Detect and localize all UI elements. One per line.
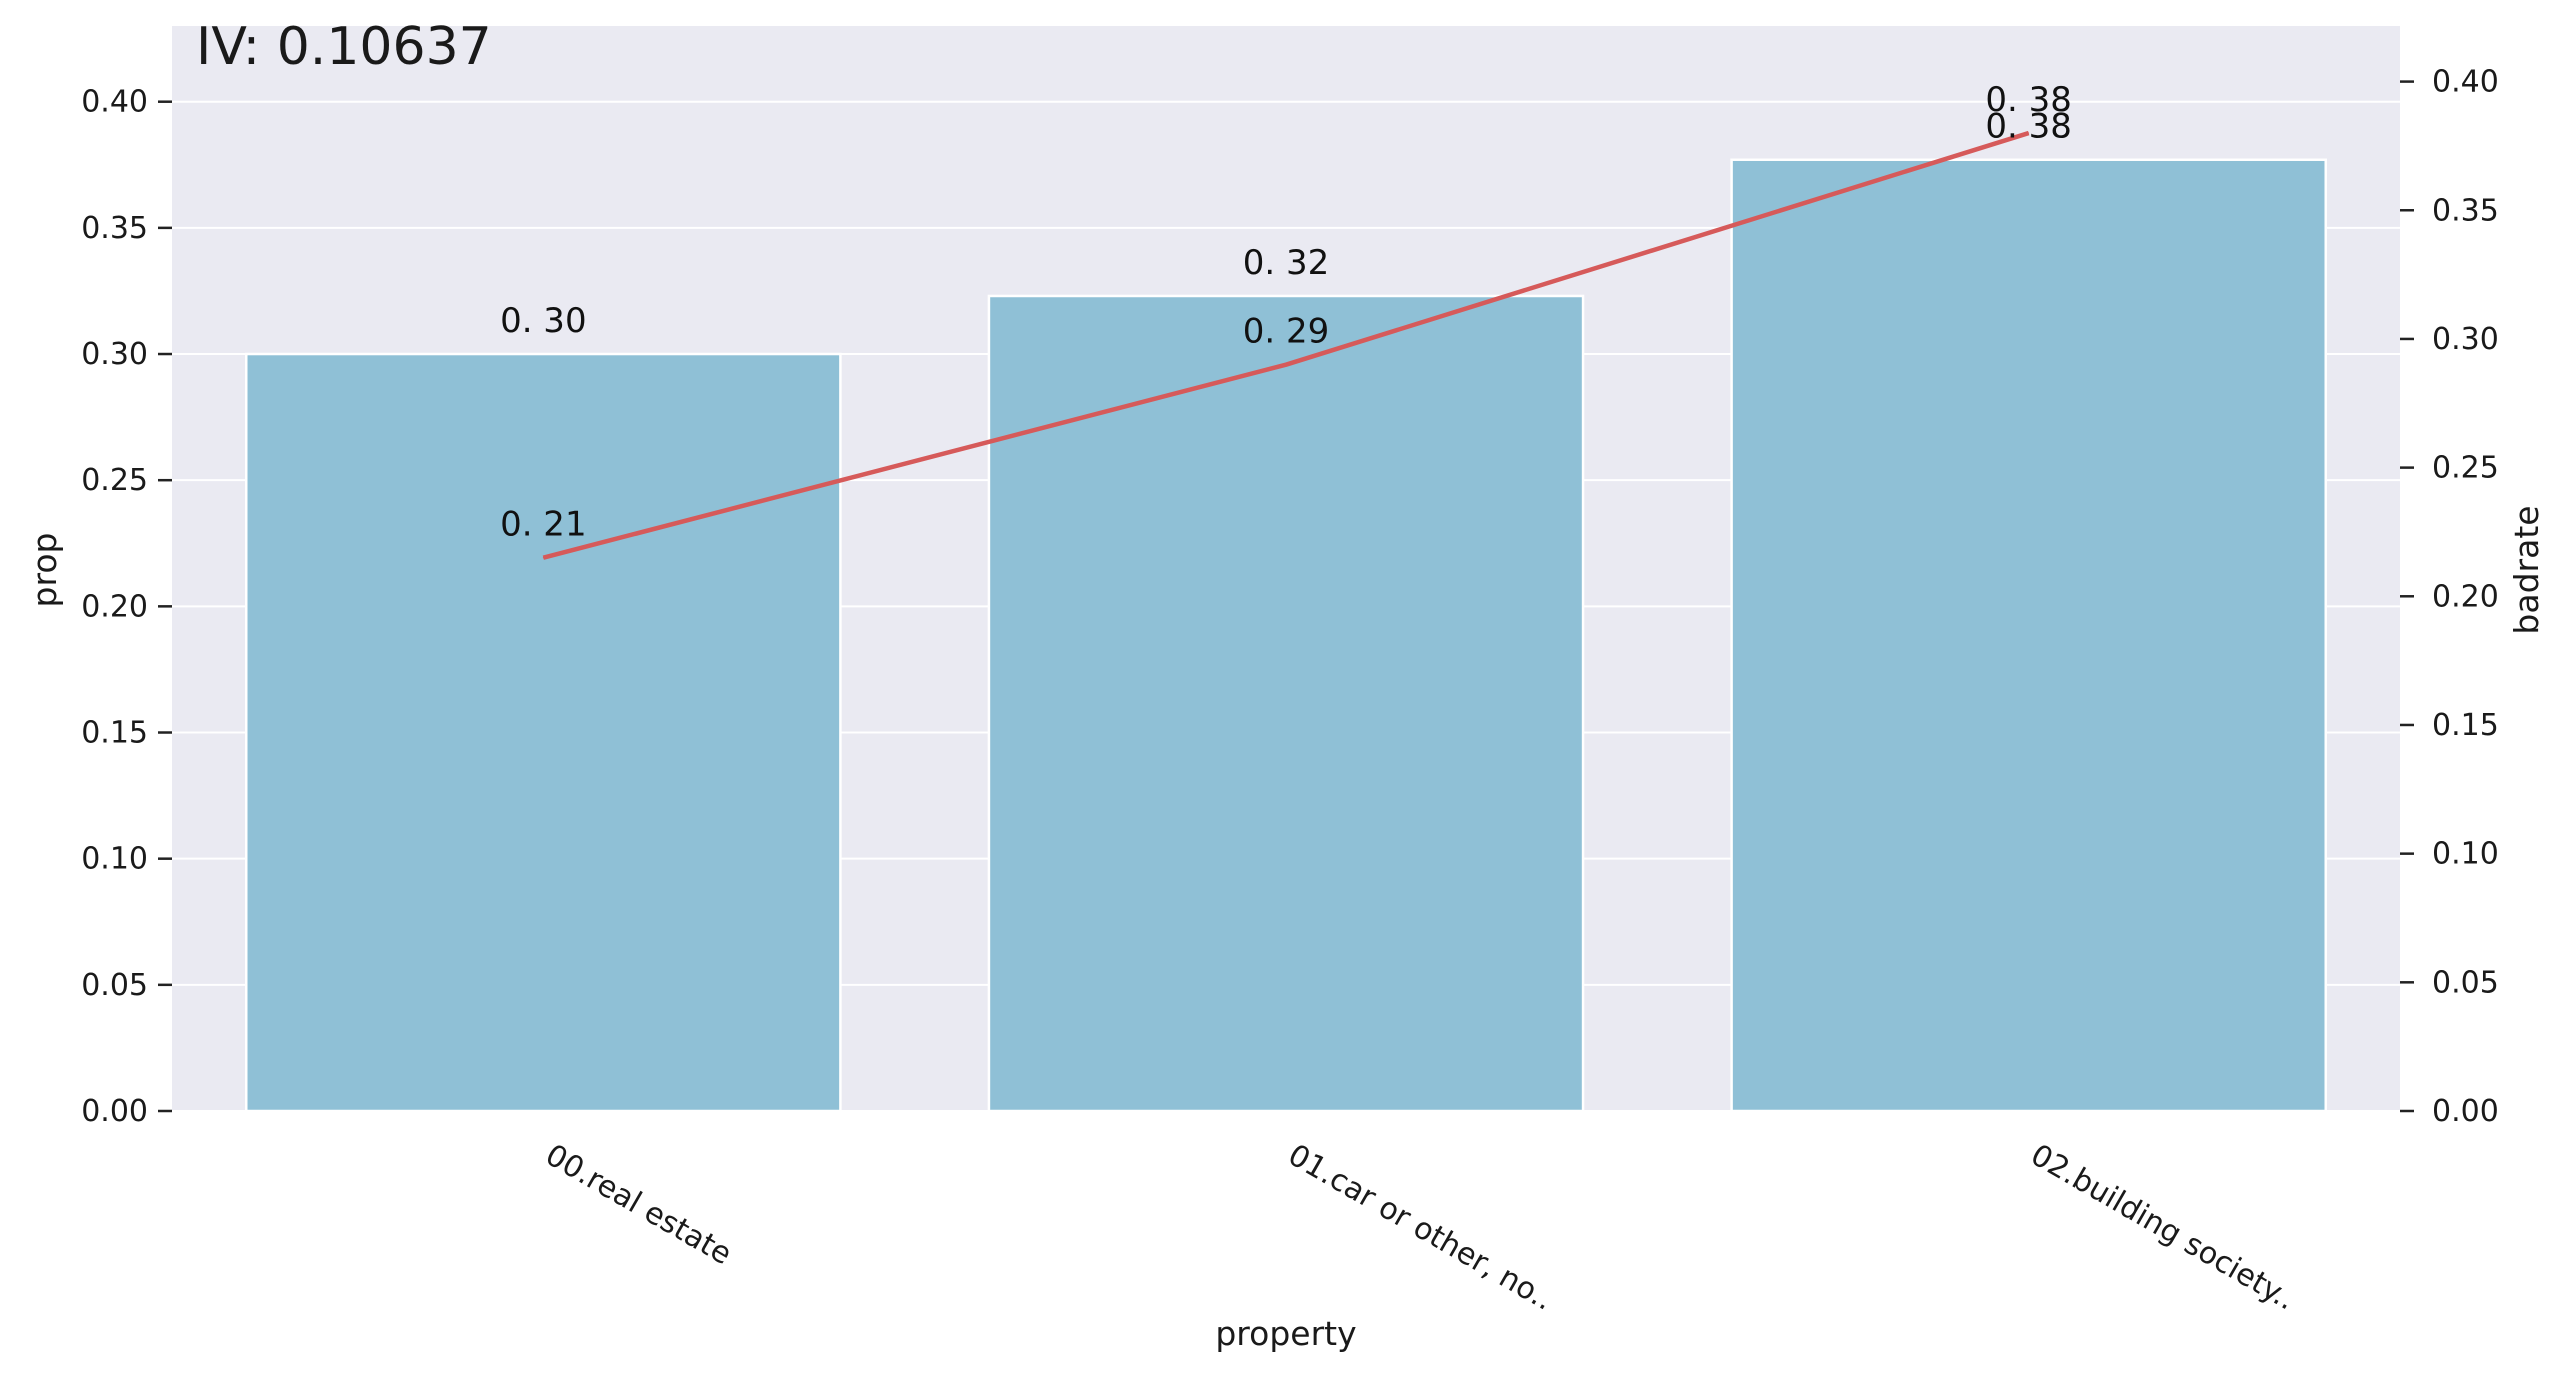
x-tick-label: 02.building society.. (2025, 1138, 2301, 1318)
left-tick-label: 0.30 (81, 337, 148, 372)
line-point (1285, 364, 1287, 366)
line-value-label: 0. 29 (1243, 312, 1330, 352)
line-point (542, 557, 544, 559)
right-tick-label: 0.30 (2432, 322, 2499, 357)
bar (1730, 158, 2327, 1113)
line-value-label: 0. 21 (500, 505, 587, 545)
right-tick-label: 0.10 (2432, 837, 2499, 872)
x-tick-label: 01.car or other, no.. (1282, 1138, 1559, 1318)
x-tick-label: 00.real estate (539, 1138, 737, 1273)
y-axis-title: prop (25, 533, 64, 608)
left-tick-label: 0.20 (81, 589, 148, 624)
bar-value-label: 0. 30 (500, 301, 587, 341)
badrate-line-series (542, 130, 2030, 560)
bar (987, 294, 1585, 1113)
left-tick-label: 0.40 (81, 85, 148, 120)
right-tick-label: 0.25 (2432, 451, 2499, 486)
left-tick-label: 0.15 (81, 716, 148, 751)
left-axis: 0.00 0.05 0.10 0.15 0.20 0.25 0.30 0.35 0.40 (81, 85, 172, 1129)
y2-axis-title: badrate (2507, 505, 2546, 634)
right-tick-label: 0.40 (2432, 65, 2499, 100)
left-tick-label: 0.05 (81, 968, 148, 1003)
bar-value-label: 0. 32 (1243, 243, 1330, 283)
left-tick-label: 0.00 (81, 1094, 148, 1129)
data-labels: 0. 30 0. 32 0. 38 0. 21 0. 29 0. 38 (500, 80, 2072, 545)
bars (245, 158, 2327, 1113)
left-tick-label: 0.10 (81, 842, 148, 877)
right-axis: 0.00 0.05 0.10 0.15 0.20 0.25 0.30 0.35 0.40 (2400, 65, 2499, 1129)
bar (245, 352, 842, 1113)
line-point (2028, 132, 2030, 134)
bar-value-label: 0. 38 (1985, 107, 2072, 147)
left-tick-label: 0.35 (81, 211, 148, 246)
x-axis-title: property (1215, 1314, 1356, 1353)
right-tick-label: 0.35 (2432, 193, 2499, 228)
left-tick-label: 0.25 (81, 463, 148, 498)
right-tick-label: 0.05 (2432, 965, 2499, 1000)
chart-title: IV: 0.10637 (196, 17, 492, 77)
right-tick-label: 0.15 (2432, 708, 2499, 743)
right-tick-label: 0.00 (2432, 1094, 2499, 1129)
line-value-label: 0. 38 (1985, 80, 2072, 120)
right-tick-label: 0.20 (2432, 579, 2499, 614)
x-axis: 00.real estate 01.car or other, no.. 02.bu… (539, 1138, 2301, 1318)
